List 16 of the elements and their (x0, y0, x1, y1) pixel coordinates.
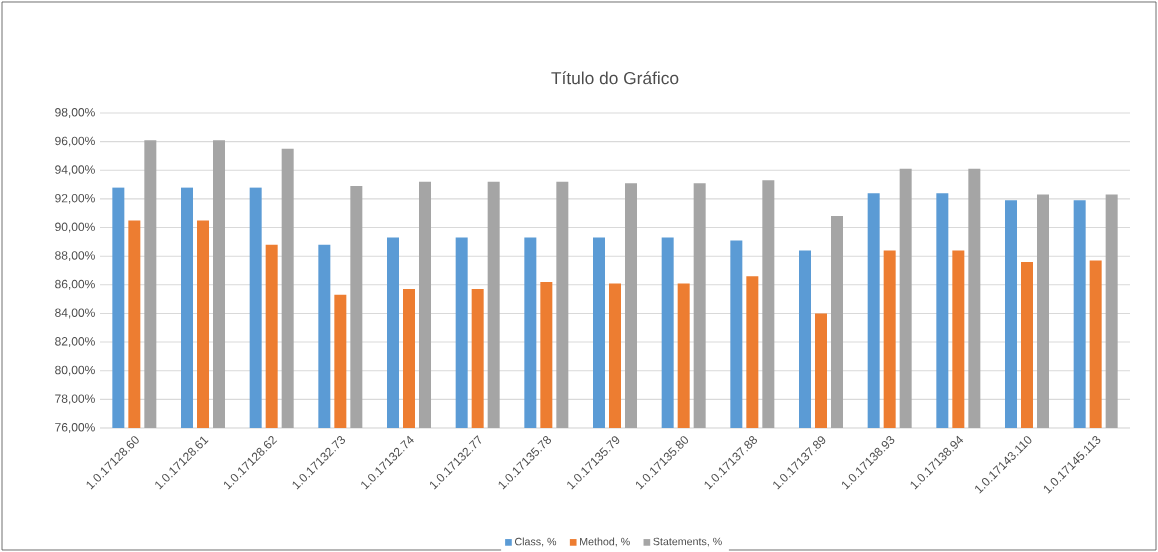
y-tick-label: 90,00% (55, 222, 95, 233)
legend-label: Method, % (580, 537, 630, 547)
y-tick-label: 82,00% (55, 337, 95, 348)
legend-label: Statements, % (653, 537, 722, 547)
legend-label: Class, % (515, 537, 557, 547)
chart-title: Título do Gráfico (551, 71, 679, 85)
y-tick-label: 92,00% (55, 193, 95, 204)
y-tick-label: 78,00% (55, 394, 95, 405)
y-tick-label: 86,00% (55, 279, 95, 290)
y-tick-label: 96,00% (55, 136, 95, 147)
y-tick-label: 76,00% (55, 423, 95, 433)
y-tick-label: 98,00% (55, 108, 95, 118)
y-tick-label: 84,00% (55, 308, 95, 319)
y-tick-label: 88,00% (55, 251, 95, 262)
y-tick-label: 80,00% (55, 365, 95, 376)
y-tick-label: 94,00% (55, 165, 95, 176)
